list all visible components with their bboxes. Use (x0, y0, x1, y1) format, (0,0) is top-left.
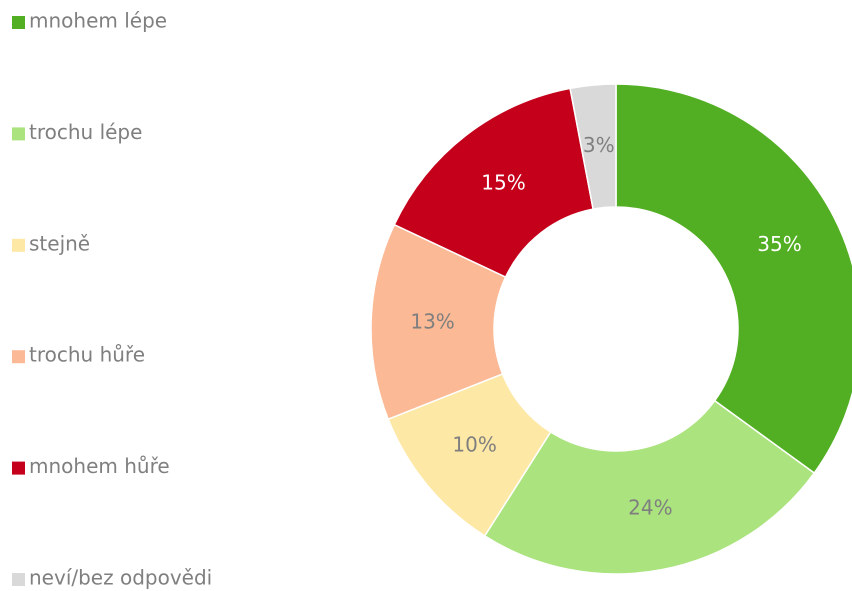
data-label: 10% (452, 432, 496, 456)
data-label: 35% (757, 232, 801, 256)
legend-label: mnohem lépe (29, 9, 167, 33)
donut-slice (483, 399, 816, 575)
legend-label: mnohem hůře (29, 454, 170, 478)
legend-label: stejně (29, 231, 90, 255)
legend-label: trochu hůře (29, 343, 145, 367)
legend-swatch (12, 573, 25, 586)
legend-swatch (12, 16, 25, 29)
donut-slice (393, 87, 595, 279)
legend-label: trochu lépe (29, 120, 142, 144)
data-label: 3% (583, 133, 615, 157)
legend-swatch (12, 127, 25, 141)
data-label: 24% (628, 496, 672, 520)
donut-slice (569, 83, 617, 211)
legend-label: neví/bez odpovědi (29, 566, 212, 590)
legend-swatch (12, 238, 25, 252)
legend-swatch (12, 350, 25, 364)
data-label: 13% (410, 310, 454, 334)
donut-slice (370, 223, 507, 421)
data-label: 15% (481, 171, 525, 195)
legend-swatch (12, 461, 25, 475)
donut-slice (615, 83, 852, 475)
